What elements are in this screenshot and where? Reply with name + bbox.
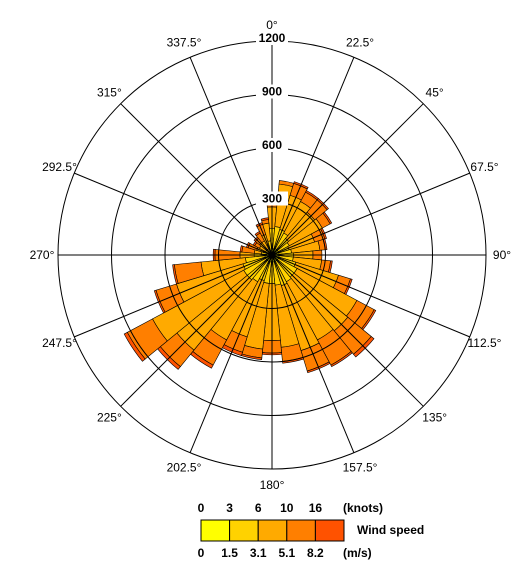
ring-label-bg-1200	[256, 31, 288, 45]
ring-label-900: 900	[262, 85, 282, 99]
sector-31	[260, 217, 273, 256]
direction-label-4: 90°	[493, 248, 511, 262]
grid-spoke-15	[189, 57, 273, 256]
legend-ms-label-1: 1.5	[221, 546, 238, 560]
wind-speed-legend: 0 3 6 10 16 (knots) Wind speed 0 1.5 3.1 5.1 8.2…	[198, 501, 425, 560]
direction-label-2: 45°	[426, 85, 444, 99]
sector-25-bin-4	[239, 245, 244, 253]
direction-label-6: 135°	[422, 411, 447, 425]
legend-box-1	[229, 519, 259, 542]
direction-label-10: 225°	[97, 411, 122, 425]
sector-5-bin-4	[322, 211, 333, 225]
grid-spoke-3	[271, 172, 470, 256]
ring-label-bg-300	[256, 191, 288, 206]
direction-labels: 0° 22.5° 45° 67.5° 90° 112.5° 135° 157.5° 180° 20…	[30, 18, 512, 492]
grid-spoke-9	[189, 254, 273, 453]
ring-label-bg-600	[256, 138, 288, 152]
legend-ms-labels: 0 1.5 3.1 5.1 8.2	[198, 546, 324, 560]
sector-23	[172, 254, 273, 285]
direction-label-14: 315°	[97, 85, 122, 99]
grid-spoke-10	[120, 254, 273, 407]
grid-spoke-13	[74, 172, 273, 256]
sector-21-bin-4	[123, 331, 146, 362]
legend-box-2	[257, 519, 288, 542]
ring-label-600: 600	[262, 138, 282, 152]
grid-spoke-1	[271, 57, 355, 256]
legend-knots-label-0: 0	[198, 501, 205, 515]
grid-spoke-7	[271, 254, 355, 453]
sector-31-bin-4	[260, 217, 269, 222]
radial-tick-labels: 300 600 900 1200	[256, 31, 288, 206]
ring-label-bg-900	[256, 84, 288, 99]
legend-box-4	[314, 519, 345, 542]
grid-spoke-11	[74, 254, 273, 338]
legend-ms-label-0: 0	[198, 546, 205, 560]
legend-ms-label-4: 8.2	[307, 546, 324, 560]
grid-spoke-6	[271, 254, 424, 407]
legend-knots-label-4: 16	[309, 501, 323, 515]
sector-23-bin-4	[172, 264, 179, 285]
direction-label-15: 337.5°	[167, 36, 202, 50]
ring-label-300: 300	[262, 192, 282, 206]
direction-label-13: 292.5°	[42, 160, 77, 174]
grid-spoke-2	[271, 103, 424, 256]
grid-spoke-14	[120, 103, 273, 256]
legend-knots-label-3: 10	[280, 501, 294, 515]
polar-grid	[57, 40, 487, 470]
direction-label-1: 22.5°	[346, 36, 374, 50]
legend-knots-label-2: 6	[255, 501, 262, 515]
legend-ms-label-3: 5.1	[278, 546, 295, 560]
direction-label-12: 270°	[30, 248, 55, 262]
legend-box-3	[286, 519, 316, 542]
legend-title: Wind speed	[357, 523, 424, 537]
legend-ms-unit: (m/s)	[343, 546, 372, 560]
legend-box-0	[200, 519, 231, 542]
legend-knots-label-1: 3	[226, 501, 233, 515]
legend-ms-label-2: 3.1	[250, 546, 267, 560]
legend-knots-unit: (knots)	[343, 501, 383, 515]
sector-21	[123, 254, 273, 362]
ring-label-1200: 1200	[259, 31, 286, 45]
legend-knots-labels: 0 3 6 10 16	[198, 501, 323, 515]
grid-spoke-5	[271, 254, 470, 338]
direction-label-9: 202.5°	[167, 460, 202, 474]
direction-label-0: 0°	[266, 18, 278, 32]
sector-13-bin-4	[330, 351, 353, 368]
sector-9	[271, 254, 333, 273]
sector-27	[252, 241, 273, 256]
direction-label-11: 247.5°	[42, 336, 77, 350]
direction-label-7: 157.5°	[343, 460, 378, 474]
direction-label-5: 112.5°	[468, 336, 502, 350]
direction-label-3: 67.5°	[470, 160, 498, 174]
legend-color-boxes	[200, 519, 345, 542]
direction-label-8: 180°	[260, 478, 285, 492]
